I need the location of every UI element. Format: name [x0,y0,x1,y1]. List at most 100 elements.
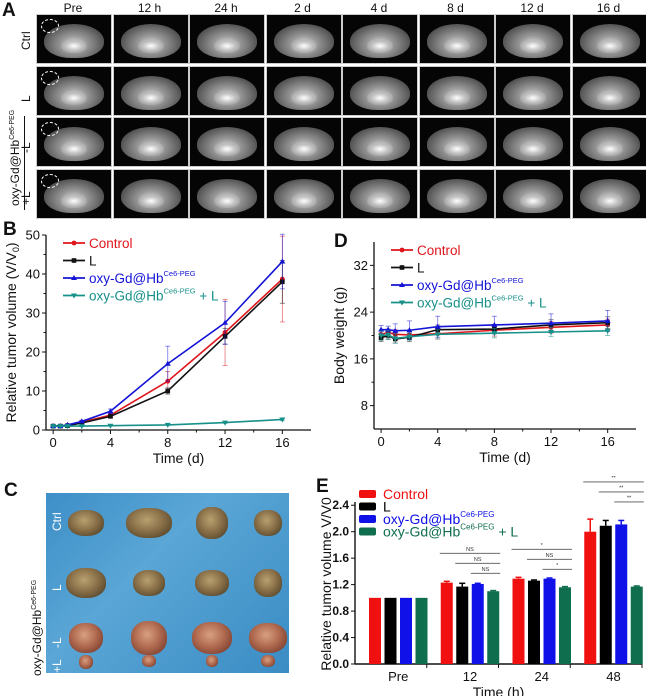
legend-suffix: + L [524,296,547,311]
data-point [378,333,385,339]
data-point [71,240,77,246]
legend-swatch [359,527,376,536]
data-point [491,331,498,337]
mri-image [418,117,495,167]
panel-c-letter: C [4,480,18,501]
legend-sup: Ce6-PEG [163,269,195,278]
mri-organ [214,90,240,105]
significance-label: ** [611,476,616,481]
mri-image [418,168,495,219]
mri-image [571,117,646,167]
panel-b-letter: B [3,219,17,240]
y-tick-label: 40 [26,267,40,282]
tumor-specimen [196,507,228,539]
data-point [392,327,399,333]
mri-image [571,65,646,116]
y-tick-label: 20 [26,345,40,360]
y-tick-label: 1.6 [332,551,349,565]
bar [615,524,628,664]
tumor-specimen [261,655,275,667]
chart-d: 0 4 8 12 16 8 16 24 32 Time (d) Body weight (g) Con… [331,242,636,465]
mri-image [342,14,418,64]
data-point [107,408,114,414]
mri-organ [367,142,393,156]
mri-image [265,117,342,167]
panel-e-letter: E [316,476,329,497]
tumor-specimen [254,569,282,597]
significance-label: ** [619,485,624,491]
mri-organ [443,90,470,105]
tumor-circle-marker [41,173,59,188]
column-label: 4 d [370,1,388,15]
y-axis-label-sub: 0 [11,247,21,252]
legend: ControlLoxy-Gd@HbCe6-PEGoxy-Gd@HbCe6-PEG… [359,486,518,540]
bar [369,597,381,664]
mri-organ [520,193,546,208]
mri-organ [443,142,470,156]
data-point [434,323,441,329]
bar [528,580,540,664]
data-point [399,247,405,253]
y-tick-label: 24 [354,305,368,320]
bar [456,586,469,664]
bar [384,597,397,664]
column-label: 12 d [520,1,544,15]
mri-image [189,168,265,219]
legend-label: oxy-Gd@HbCe6-PEG [89,269,196,286]
legend: ControlLoxy-Gd@HbCe6-PEGoxy-Gd@HbCe6-PEG… [63,236,219,304]
data-point [399,282,405,287]
mri-organ [290,39,317,53]
series-3 [378,325,611,344]
y-tick-label: 16 [354,351,368,366]
mri-organ [214,39,240,53]
tumor-specimen [254,510,282,536]
data-point [604,328,611,334]
data-point [399,265,405,270]
data-point [222,420,229,426]
y-tick-label: 0.0 [332,657,349,671]
bar [543,578,556,664]
x-axis-label: Time (d) [153,450,205,466]
photo-row-label: L [50,584,64,591]
y-tick-label: 10 [26,384,40,399]
photo-row-label: -L [50,637,64,648]
x-axis-label: Time (d) [479,449,531,465]
y-tick-label: 1.2 [332,578,349,592]
data-point [399,300,405,306]
data-point [164,360,171,366]
legend-swatch [359,515,376,523]
mri-image [571,168,646,219]
x-tick-label: 0 [50,435,57,450]
legend-swatch [359,502,376,511]
mri-organ [214,193,240,208]
mri-image [418,65,495,116]
significance-label: NS [474,557,482,563]
mri-image [342,168,418,219]
mri-organ [61,193,87,208]
mri-image [112,168,189,219]
mri-organ [290,142,317,156]
mri-organ [137,39,164,53]
legend-label: oxy-Gd@HbCe6-PEG + L [417,294,547,311]
column-label: 8 d [447,1,464,15]
mri-image [342,117,418,167]
mri-organ [520,142,546,156]
mri-organ [137,142,164,156]
legend-sup: Ce6-PEG [163,287,195,296]
x-tick-label: 12 [544,434,558,449]
legend-suffix: + L [196,289,219,304]
data-point [71,293,77,299]
significance-label: * [556,563,559,569]
data-point [78,418,85,424]
mri-image [36,117,112,167]
data-point [71,258,77,263]
y-tick-label: 0.4 [332,631,349,645]
mri-organ [61,142,87,156]
mri-organ [367,90,393,105]
mri-image [265,65,342,116]
tumor-specimen [206,655,218,667]
mri-image [342,65,418,116]
row-label: L [19,94,33,102]
mri-image [189,65,265,116]
data-point [406,327,413,333]
